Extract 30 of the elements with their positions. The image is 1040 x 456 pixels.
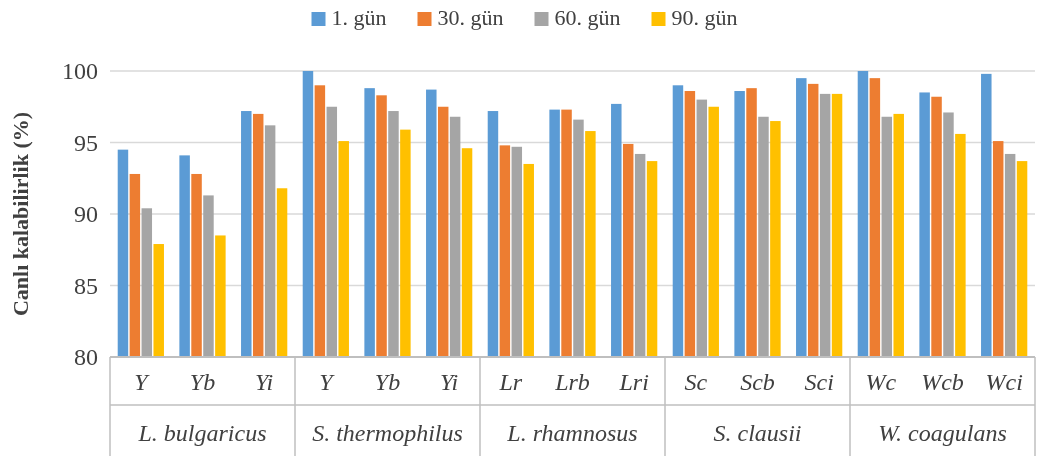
y-axis-title: Canlı kalabilirlik (%) [8, 111, 33, 317]
x-tick-label: Scb [740, 369, 775, 395]
y-tick-label: 95 [74, 129, 98, 156]
x-tick-label: Wcb [921, 369, 964, 395]
y-tick-label: 80 [74, 344, 98, 371]
x-tick-label: Lrb [554, 369, 590, 395]
legend-label: 30. gün [437, 5, 504, 30]
x-tick-label: Yb [374, 369, 401, 395]
x-tick-label: Wc [865, 369, 897, 395]
y-tick-label: 90 [74, 201, 98, 228]
y-tick-label: 85 [74, 272, 98, 299]
x-tick-label: Lri [618, 369, 649, 395]
legend-label: 90. gün [671, 5, 738, 30]
x-tick-label: Y [134, 369, 151, 395]
x-tick-label: Sci [804, 369, 834, 395]
x-tick-label: Yi [255, 369, 274, 395]
text: S. clausii [713, 420, 802, 446]
x-tick-label: Sc [684, 369, 708, 395]
legend-label: 1. gün [331, 5, 387, 30]
x-tick-label: Wci [985, 369, 1023, 395]
x-tick-label: Yb [189, 369, 216, 395]
text: W. coagulans [878, 420, 1007, 446]
y-tick-label: 100 [62, 58, 98, 85]
text: L. bulgaricus [137, 420, 267, 446]
text: S. thermophilus [312, 420, 463, 446]
x-tick-label: Lr [498, 369, 523, 395]
x-tick-label: Yi [440, 369, 459, 395]
legend-label: 60. gün [554, 5, 621, 30]
text: L. rhamnosus [506, 420, 638, 446]
x-tick-label: Y [319, 369, 336, 395]
